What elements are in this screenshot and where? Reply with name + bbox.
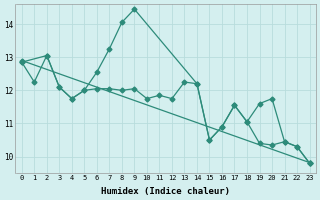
X-axis label: Humidex (Indice chaleur): Humidex (Indice chaleur): [101, 187, 230, 196]
